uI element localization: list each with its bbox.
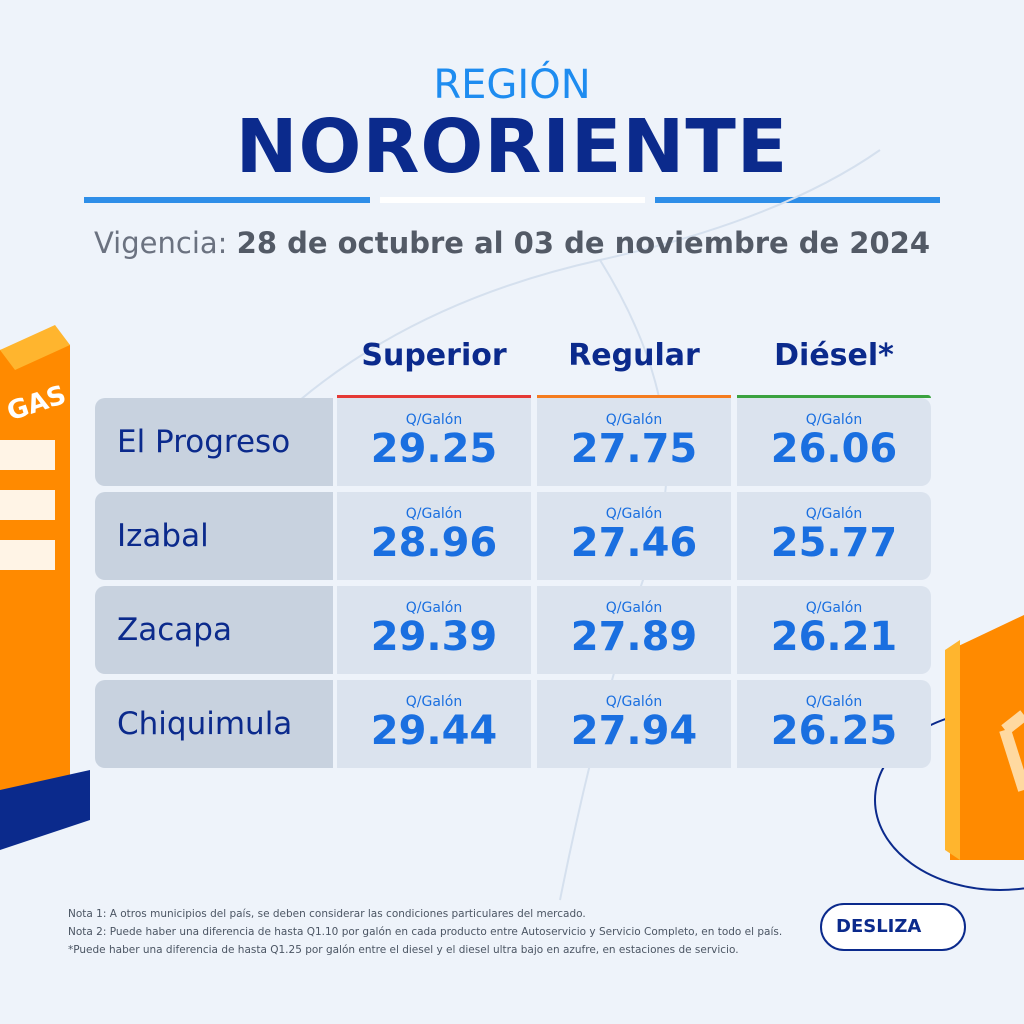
price-cell: Q/Galón 26.21	[737, 586, 931, 674]
price: 27.94	[570, 708, 698, 754]
price: 26.21	[770, 614, 898, 660]
region-label: REGIÓN	[433, 62, 591, 108]
region-title: NORORIENTE	[235, 104, 789, 190]
unit: Q/Galón	[605, 412, 663, 428]
validity-label: Vigencia:	[93, 226, 228, 260]
unit: Q/Galón	[405, 506, 463, 522]
price-cell: Q/Galón 27.89	[537, 586, 731, 674]
row-name: El Progreso	[95, 398, 333, 486]
row-name: Zacapa	[95, 586, 333, 674]
unit: Q/Galón	[405, 412, 463, 428]
unit: Q/Galón	[805, 600, 863, 616]
price-cell: Q/Galón 27.75	[537, 398, 731, 486]
column-underline	[337, 395, 531, 398]
row-name: Izabal	[95, 492, 333, 580]
column-underline	[537, 395, 731, 398]
price-cell: Q/Galón 29.25	[337, 398, 531, 486]
price: 29.39	[370, 614, 498, 660]
price: 25.77	[770, 520, 898, 566]
unit: Q/Galón	[605, 506, 663, 522]
unit: Q/Galón	[805, 506, 863, 522]
price-cell: Q/Galón 27.46	[537, 492, 731, 580]
column-header: Regular	[568, 338, 700, 373]
column-underline	[737, 395, 931, 398]
column-header: Superior	[361, 338, 507, 373]
swipe-button[interactable]: DESLIZA	[820, 903, 966, 951]
price: 29.44	[370, 708, 498, 754]
validity: Vigencia: 28 de octubre al 03 de noviemb…	[0, 226, 1024, 260]
price-cell: Q/Galón 27.94	[537, 680, 731, 768]
price: 26.06	[770, 426, 898, 472]
price: 29.25	[370, 426, 498, 472]
column-header: Diésel*	[774, 338, 894, 373]
note: *Puede haber una diferencia de hasta Q1.…	[68, 944, 739, 956]
price-cell: Q/Galón 26.25	[737, 680, 931, 768]
unit: Q/Galón	[605, 694, 663, 710]
price-cell: Q/Galón 28.96	[337, 492, 531, 580]
price: 27.89	[570, 614, 698, 660]
price-cell: Q/Galón 26.06	[737, 398, 931, 486]
price: 26.25	[770, 708, 898, 754]
note: Nota 2: Puede haber una diferencia de ha…	[68, 926, 783, 938]
validity-dates: 28 de octubre al 03 de noviembre de 2024	[236, 226, 931, 260]
note: Nota 1: A otros municipios del país, se …	[68, 908, 586, 920]
price-cell: Q/Galón 29.39	[337, 586, 531, 674]
price-cell: Q/Galón 29.44	[337, 680, 531, 768]
price: 27.75	[570, 426, 698, 472]
price: 28.96	[370, 520, 498, 566]
unit: Q/Galón	[805, 412, 863, 428]
price-cell: Q/Galón 25.77	[737, 492, 931, 580]
unit: Q/Galón	[405, 694, 463, 710]
unit: Q/Galón	[405, 600, 463, 616]
unit: Q/Galón	[805, 694, 863, 710]
price: 27.46	[570, 520, 698, 566]
row-name: Chiquimula	[95, 680, 333, 768]
unit: Q/Galón	[605, 600, 663, 616]
